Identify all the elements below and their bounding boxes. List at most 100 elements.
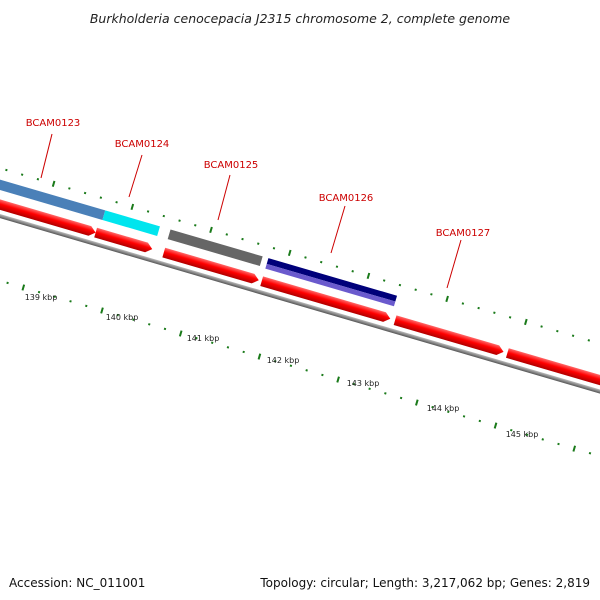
gene-bar-bcam0126[interactable] [266,258,398,302]
accession-text: Accession: NC_011001 [9,576,146,590]
minor-tick [273,359,277,363]
minor-tick [5,168,8,172]
minor-tick [225,233,229,236]
cds-arrow[interactable] [505,348,600,403]
major-tick [100,307,104,314]
minor-tick [540,325,543,328]
minor-tick [321,373,324,377]
minor-tick [588,451,592,455]
gene-bar-bcam0126-lower[interactable] [265,263,396,307]
scale-label: 144 kbp [427,404,460,413]
gene-label-bcam0125[interactable]: BCAM0125 [204,160,259,171]
cds-arrow[interactable] [94,227,153,254]
scale-labels: 139 kbp 140 kbp 141 kbp 142 kbp 143 kbp … [25,293,539,439]
cds-arrow[interactable] [0,183,97,238]
major-tick [336,376,340,383]
minor-tick [510,428,513,432]
minor-tick [461,302,465,305]
minor-tick [399,396,403,400]
cds-arrow[interactable] [393,315,505,356]
minor-tick [132,318,135,321]
cds-arrow[interactable] [260,276,391,323]
minor-tick [195,336,198,340]
scale-label: 139 kbp [25,293,58,302]
scale-label: 143 kbp [347,379,380,388]
minor-tick [194,224,197,227]
upper-tick-row [5,168,591,342]
minor-tick [99,196,103,199]
minor-tick [382,279,386,282]
major-tick [51,180,56,187]
major-tick [524,318,528,326]
minor-tick [319,260,323,264]
minor-tick [398,283,402,287]
major-tick [366,272,371,280]
gene-label-bcam0126[interactable]: BCAM0126 [319,193,374,204]
gene-label-bcam0127[interactable]: BCAM0127 [436,228,491,239]
minor-tick [462,415,466,418]
feature-track [0,165,398,307]
scale-label: 140 kbp [106,313,139,322]
minor-tick [272,247,276,250]
minor-tick [414,288,417,291]
minor-tick [351,270,354,273]
minor-tick [556,329,559,333]
minor-tick [241,237,244,241]
minor-tick [384,392,387,395]
map-title: Burkholderia cenocepacia J2315 chromosom… [90,11,511,26]
minor-tick [352,382,356,386]
major-tick [21,284,26,291]
lower-tick-row [6,281,592,455]
minor-tick [242,350,245,354]
genome-track [0,165,600,455]
major-tick [415,399,419,406]
leader-line [128,154,143,198]
gene-label-bcam0124[interactable]: BCAM0124 [115,139,170,150]
minor-tick [508,316,512,319]
minor-tick [525,433,529,437]
minor-tick [477,306,480,310]
minor-tick [116,313,119,317]
major-tick [445,295,449,303]
cds-track [0,183,600,403]
minor-tick [146,210,150,213]
minor-tick [20,173,24,176]
leader-line [217,174,231,221]
minor-tick [178,219,181,222]
minor-tick [6,281,9,285]
gene-bar-bcam0124[interactable] [102,210,160,236]
minor-tick [115,201,118,204]
minor-tick [430,293,433,296]
major-tick [257,353,262,360]
genome-backbone [0,197,600,415]
minor-tick [210,341,214,344]
major-tick [178,330,183,337]
minor-tick [447,410,450,414]
gene-bar-bcam0123[interactable] [0,165,106,220]
minor-tick [571,334,575,337]
gene-bar-bcam0125[interactable] [167,229,263,267]
minor-tick [37,290,41,294]
major-tick [287,249,292,257]
minor-tick [257,242,260,245]
minor-tick [368,387,371,391]
minor-tick [36,177,40,181]
leader-line [446,239,462,289]
minor-tick [493,311,496,314]
leader-line [330,205,346,254]
minor-tick [587,339,591,342]
gene-label-bcam0123[interactable]: BCAM0123 [26,118,81,129]
major-tick [572,445,577,452]
minor-tick [85,304,88,308]
minor-tick [163,327,167,331]
major-tick [209,226,213,234]
topology-text: Topology: circular; Length: 3,217,062 bp… [260,576,590,590]
minor-tick [431,405,434,409]
minor-tick [162,214,166,218]
minor-tick [478,419,482,423]
minor-tick [69,300,72,303]
scale-label: 145 kbp [506,430,539,439]
major-tick [493,422,498,429]
cds-arrow[interactable] [162,247,260,285]
